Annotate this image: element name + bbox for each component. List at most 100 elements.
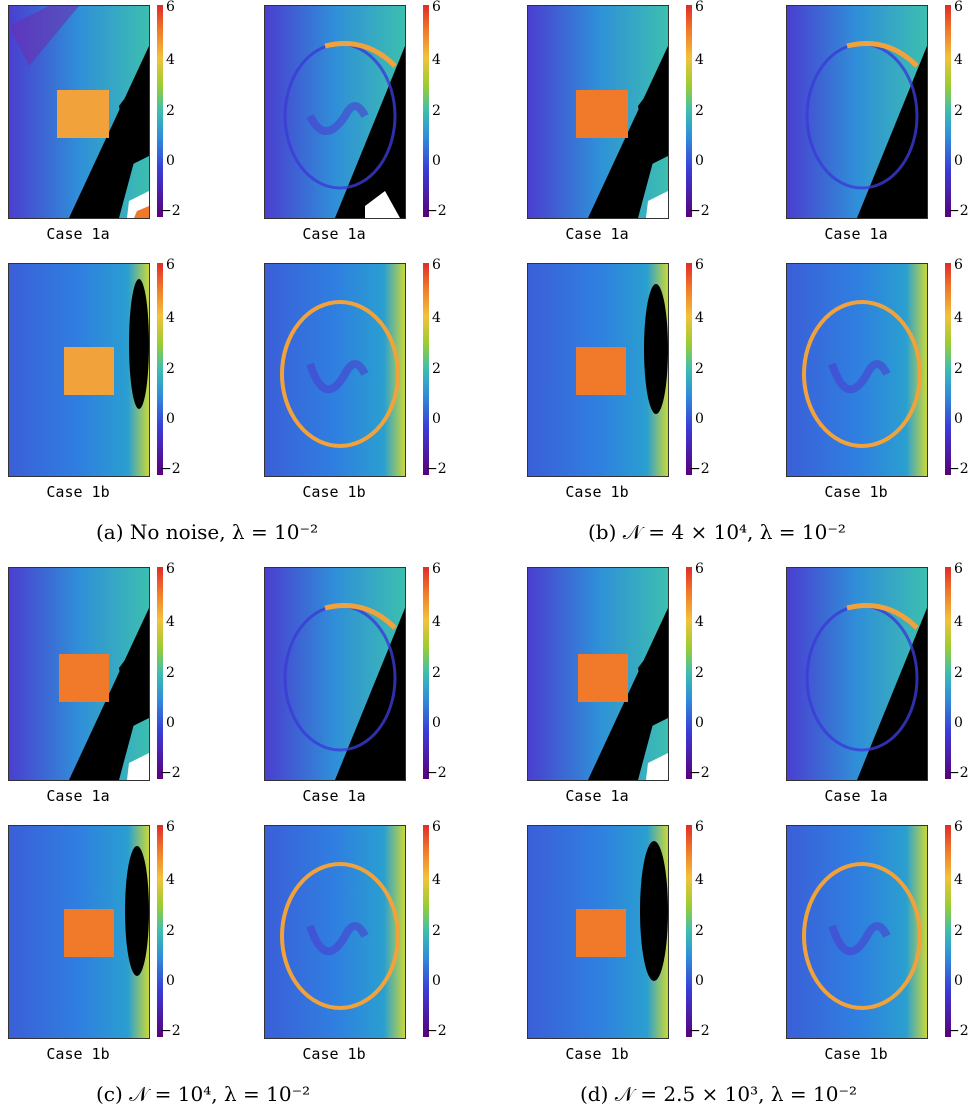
cbar-tick: −2 — [160, 203, 181, 219]
cbar-tick: 6 — [432, 0, 441, 15]
cbar-tick: 4 — [166, 310, 175, 326]
cbar-tick: 4 — [695, 310, 704, 326]
cbar-tick: 2 — [432, 103, 441, 119]
cbar-tick: 2 — [432, 665, 441, 681]
cbar-tick: 0 — [432, 715, 441, 731]
cbar-tick: 0 — [166, 715, 175, 731]
cbar-tick: 0 — [166, 411, 175, 427]
cbar-tick: 0 — [954, 411, 963, 427]
cbar-tick: 6 — [432, 257, 441, 273]
case-label: Case 1a — [565, 787, 629, 805]
cbar-tick: −2 — [160, 1023, 181, 1039]
cbar-tick: 4 — [432, 614, 441, 630]
cbar-tick: 6 — [166, 819, 175, 835]
case-label: Case 1b — [565, 483, 629, 501]
cbar-tick: −2 — [948, 461, 969, 477]
case-label: Case 1a — [824, 787, 888, 805]
case-label: Case 1b — [46, 483, 110, 501]
cbar-tick: 4 — [432, 872, 441, 888]
cbar-tick: 0 — [954, 973, 963, 989]
cbar-tick: 6 — [954, 819, 963, 835]
cbar-tick: 2 — [432, 923, 441, 939]
cbar-tick: 6 — [166, 561, 175, 577]
cbar-tick: 0 — [954, 715, 963, 731]
cbar-tick: 4 — [695, 872, 704, 888]
case-label: Case 1b — [46, 1045, 110, 1063]
cbar-tick: 0 — [166, 153, 175, 169]
cbar-tick: 2 — [695, 361, 704, 377]
cbar-tick: 2 — [954, 103, 963, 119]
cbar-tick: 2 — [695, 923, 704, 939]
cbar-tick: 0 — [695, 411, 704, 427]
cbar-tick: 4 — [954, 614, 963, 630]
cbar-tick: 6 — [695, 257, 704, 273]
cbar-tick: 4 — [432, 310, 441, 326]
cbar-tick: 4 — [954, 872, 963, 888]
cbar-tick: −2 — [948, 203, 969, 219]
subfigure-caption-c: (c) 𝒩 = 10⁴, λ = 10⁻² — [96, 1082, 311, 1106]
cbar-tick: 6 — [695, 0, 704, 15]
cbar-tick: 0 — [432, 973, 441, 989]
cbar-tick: 4 — [432, 52, 441, 68]
cbar-tick: −2 — [426, 461, 447, 477]
cbar-tick: 6 — [954, 0, 963, 15]
cbar-tick: 6 — [695, 561, 704, 577]
case-label: Case 1b — [824, 483, 888, 501]
case-label: Case 1a — [302, 787, 366, 805]
cbar-tick: 0 — [954, 153, 963, 169]
case-label: Case 1b — [302, 483, 366, 501]
case-label: Case 1a — [565, 225, 629, 243]
cbar-tick: 0 — [695, 973, 704, 989]
case-label: Case 1b — [824, 1045, 888, 1063]
cbar-tick: −2 — [689, 461, 710, 477]
cbar-tick: 2 — [954, 361, 963, 377]
cbar-tick: 4 — [166, 872, 175, 888]
cbar-tick: 2 — [166, 665, 175, 681]
cbar-tick: 4 — [166, 614, 175, 630]
cbar-tick: −2 — [426, 765, 447, 781]
cbar-tick: −2 — [689, 203, 710, 219]
cbar-tick: 4 — [166, 52, 175, 68]
case-label: Case 1b — [302, 1045, 366, 1063]
cbar-tick: 0 — [695, 715, 704, 731]
cbar-tick: 0 — [695, 153, 704, 169]
cbar-tick: −2 — [426, 1023, 447, 1039]
cbar-tick: 6 — [695, 819, 704, 835]
cbar-tick: 0 — [432, 411, 441, 427]
cbar-tick: 2 — [954, 923, 963, 939]
cbar-tick: −2 — [689, 1023, 710, 1039]
case-label: Case 1a — [46, 225, 110, 243]
cbar-tick: 6 — [954, 561, 963, 577]
subfigure-caption-a: (a) No noise, λ = 10⁻² — [96, 520, 319, 544]
cbar-tick: 6 — [432, 561, 441, 577]
cbar-tick: −2 — [160, 765, 181, 781]
cbar-tick: 4 — [695, 52, 704, 68]
cbar-tick: 2 — [954, 665, 963, 681]
case-label: Case 1a — [824, 225, 888, 243]
cbar-tick: 2 — [695, 103, 704, 119]
case-label: Case 1a — [46, 787, 110, 805]
cbar-tick: −2 — [426, 203, 447, 219]
cbar-tick: 6 — [432, 819, 441, 835]
cbar-tick: −2 — [948, 765, 969, 781]
cbar-tick: 2 — [432, 361, 441, 377]
case-label: Case 1a — [302, 225, 366, 243]
cbar-tick: 6 — [954, 257, 963, 273]
case-label: Case 1b — [565, 1045, 629, 1063]
cbar-tick: −2 — [160, 461, 181, 477]
subfigure-caption-b: (b) 𝒩 = 4 × 10⁴, λ = 10⁻² — [588, 520, 846, 544]
cbar-tick: 4 — [695, 614, 704, 630]
cbar-tick: 4 — [954, 52, 963, 68]
cbar-tick: 6 — [166, 0, 175, 15]
cbar-tick: 2 — [695, 665, 704, 681]
cbar-tick: 2 — [166, 103, 175, 119]
subfigure-caption-d: (d) 𝒩 = 2.5 × 10³, λ = 10⁻² — [580, 1082, 858, 1106]
cbar-tick: 0 — [432, 153, 441, 169]
cbar-tick: 2 — [166, 361, 175, 377]
cbar-tick: 2 — [166, 923, 175, 939]
cbar-tick: 0 — [166, 973, 175, 989]
cbar-tick: 6 — [166, 257, 175, 273]
cbar-tick: −2 — [948, 1023, 969, 1039]
cbar-tick: 4 — [954, 310, 963, 326]
cbar-tick: −2 — [689, 765, 710, 781]
